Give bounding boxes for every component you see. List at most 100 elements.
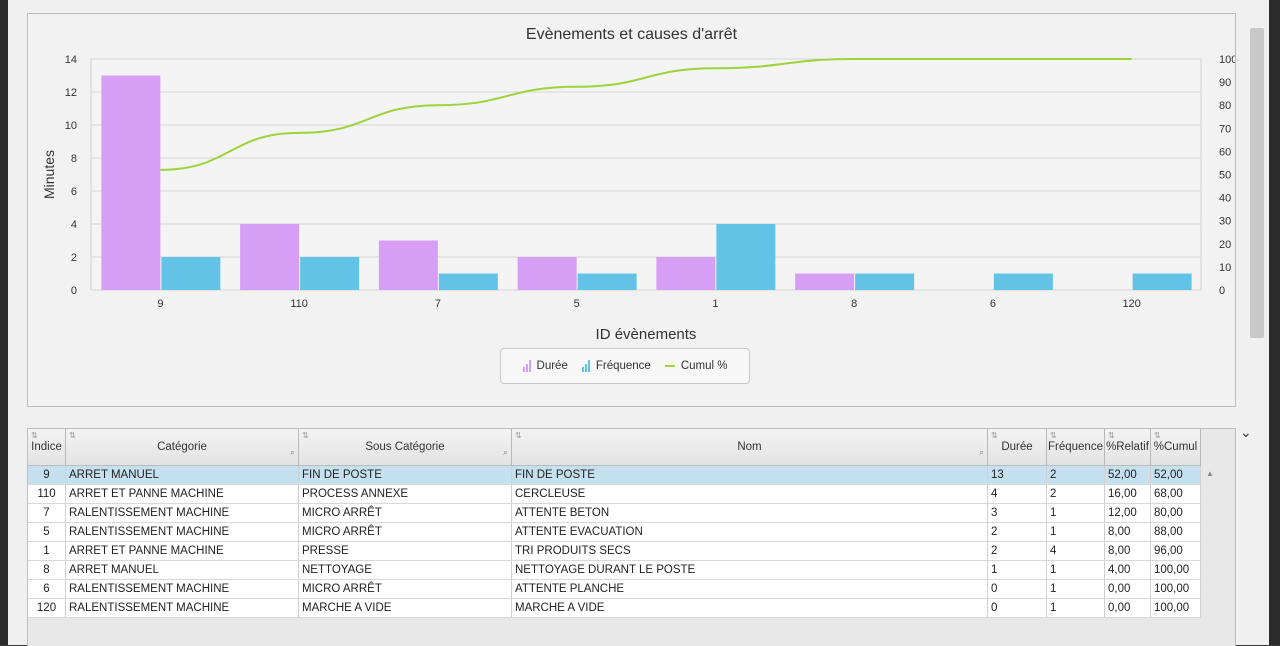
column-label: Sous Catégorie <box>365 441 445 453</box>
table-cell: MICRO ARRÊT <box>299 523 512 541</box>
table-cell: 2 <box>1047 485 1105 503</box>
y-tick-label: 10 <box>65 120 77 132</box>
table-cell: ARRET ET PANNE MACHINE <box>66 542 299 560</box>
legend-item-frequence[interactable]: Fréquence <box>581 360 651 372</box>
sort-icon[interactable]: ⇅ <box>31 431 38 440</box>
window-scrollbar-thumb[interactable] <box>1250 28 1264 338</box>
table-cell: 68,00 <box>1151 485 1201 503</box>
line-icon <box>664 365 675 367</box>
scroll-up-icon[interactable]: ▲ <box>1206 469 1214 478</box>
table-cell: 100,00 <box>1151 599 1201 617</box>
table-cell: MARCHE A VIDE <box>512 599 988 617</box>
column-label: Nom <box>737 441 762 453</box>
table-row[interactable]: 110 ARRET ET PANNE MACHINE PROCESS ANNEXE C… <box>28 485 1201 504</box>
y2-tick-label: 60 <box>1219 146 1231 158</box>
filter-search-icon[interactable]: ⌕ <box>289 447 295 457</box>
column-header[interactable]: ⇅ %Cumul <box>1151 429 1201 465</box>
table-cell: ARRET ET PANNE MACHINE <box>66 485 299 503</box>
column-label: Indice <box>31 441 62 453</box>
window-left-edge <box>0 0 8 645</box>
table-cell: 5 <box>28 523 66 541</box>
y2-tick-label: 40 <box>1219 193 1231 205</box>
column-header[interactable]: ⇅ Sous Catégorie ⌕ <box>299 429 512 465</box>
table-cell: 1 <box>988 561 1047 579</box>
table-cell: 80,00 <box>1151 504 1201 522</box>
legend-item-cumul[interactable]: Cumul % <box>664 360 727 372</box>
table-cell: 7 <box>28 504 66 522</box>
filter-search-icon[interactable]: ⌕ <box>978 447 984 457</box>
report-window: Evènements et causes d'arrêt 0 2 4 6 8 10 12 14… <box>8 0 1269 646</box>
table-cell: MICRO ARRÊT <box>299 580 512 598</box>
table-cell: FIN DE POSTE <box>512 466 988 484</box>
table-cell: 2 <box>988 523 1047 541</box>
sort-icon[interactable]: ⇅ <box>515 431 522 440</box>
table-cell: RALENTISSEMENT MACHINE <box>66 599 299 617</box>
chart-legend[interactable]: Durée Fréquence Cumul % <box>500 348 750 384</box>
column-label: Catégorie <box>157 441 207 453</box>
sort-icon[interactable]: ⇅ <box>302 431 309 440</box>
bar-frequence <box>855 273 915 290</box>
table-cell: 110 <box>28 485 66 503</box>
column-header[interactable]: ⇅ %Relatif <box>1105 429 1151 465</box>
table-cell: 52,00 <box>1105 466 1151 484</box>
column-label: %Relatif <box>1106 441 1149 453</box>
chevron-down-icon[interactable]: ⌄ <box>1240 424 1252 440</box>
table-scrollbar[interactable] <box>1202 465 1234 646</box>
column-header[interactable]: ⇅ Durée <box>988 429 1047 465</box>
table-cell: RALENTISSEMENT MACHINE <box>66 523 299 541</box>
sort-icon[interactable]: ⇅ <box>1154 431 1161 440</box>
window-right-edge <box>1269 0 1280 645</box>
table-cell: 100,00 <box>1151 561 1201 579</box>
table-cell: PROCESS ANNEXE <box>299 485 512 503</box>
x-tick-label: 110 <box>290 298 308 310</box>
table-cell: 96,00 <box>1151 542 1201 560</box>
table-cell: NETTOYAGE DURANT LE POSTE <box>512 561 988 579</box>
y2-tick-label: 50 <box>1219 170 1231 182</box>
table-row[interactable]: 1 ARRET ET PANNE MACHINE PRESSE TRI PRODUIT… <box>28 542 1201 561</box>
table-row[interactable]: 6 RALENTISSEMENT MACHINE MICRO ARRÊT ATTENT… <box>28 580 1201 599</box>
table-cell: 9 <box>28 466 66 484</box>
legend-item-duree[interactable]: Durée <box>522 360 568 372</box>
table-cell: CERCLEUSE <box>512 485 988 503</box>
y-tick-label: 4 <box>71 219 77 231</box>
table-cell: ARRET MANUEL <box>66 561 299 579</box>
table-cell: 13 <box>988 466 1047 484</box>
table-cell: 1 <box>1047 599 1105 617</box>
events-table: ⇅ Indice ⇅ Catégorie ⌕ ⇅ Sous Catégorie ⌕ ⇅ Nom ⌕ ⇅… <box>27 428 1236 646</box>
table-cell: RALENTISSEMENT MACHINE <box>66 504 299 522</box>
table-row[interactable]: 120 RALENTISSEMENT MACHINE MARCHE A VIDE MA… <box>28 599 1201 618</box>
table-cell: MICRO ARRÊT <box>299 504 512 522</box>
y-tick-label: 2 <box>71 252 77 264</box>
sort-icon[interactable]: ⇅ <box>1050 431 1057 440</box>
table-cell: 8,00 <box>1105 523 1151 541</box>
table-row[interactable]: 5 RALENTISSEMENT MACHINE MICRO ARRÊT ATTENT… <box>28 523 1201 542</box>
y2-tick-label: 30 <box>1219 216 1231 228</box>
column-header[interactable]: ⇅ Nom ⌕ <box>512 429 988 465</box>
sort-icon[interactable]: ⇅ <box>991 431 998 440</box>
table-cell: MARCHE A VIDE <box>299 599 512 617</box>
table-cell: 4,00 <box>1105 561 1151 579</box>
column-header[interactable]: ⇅ Catégorie ⌕ <box>66 429 299 465</box>
column-label: Durée <box>1001 441 1033 453</box>
table-row[interactable]: 8 ARRET MANUEL NETTOYAGE NETTOYAGE DURANT L… <box>28 561 1201 580</box>
table-row[interactable]: 7 RALENTISSEMENT MACHINE MICRO ARRÊT ATTENT… <box>28 504 1201 523</box>
table-cell: 12,00 <box>1105 504 1151 522</box>
y2-tick-label: 0 <box>1219 285 1225 297</box>
y2-tick-label: 80 <box>1219 100 1231 112</box>
column-header[interactable]: ⇅ Indice <box>28 429 66 465</box>
table-cell: ARRET MANUEL <box>66 466 299 484</box>
table-cell: 1 <box>1047 561 1105 579</box>
table-cell: 88,00 <box>1151 523 1201 541</box>
table-body: 9 ARRET MANUEL FIN DE POSTE FIN DE POSTE 13 2… <box>28 466 1201 618</box>
sort-icon[interactable]: ⇅ <box>69 431 76 440</box>
x-tick-label: 6 <box>990 298 996 310</box>
line-cumul <box>160 57 1132 171</box>
table-row[interactable]: 9 ARRET MANUEL FIN DE POSTE FIN DE POSTE 13 2… <box>28 466 1201 485</box>
table-cell: 1 <box>1047 504 1105 522</box>
y2-tick-label: 70 <box>1219 123 1231 135</box>
filter-search-icon[interactable]: ⌕ <box>502 447 508 457</box>
column-header[interactable]: ⇅ Fréquence <box>1047 429 1105 465</box>
table-cell: 0 <box>988 599 1047 617</box>
pareto-chart-panel: Evènements et causes d'arrêt 0 2 4 6 8 10 12 14… <box>27 13 1236 407</box>
sort-icon[interactable]: ⇅ <box>1108 431 1115 440</box>
